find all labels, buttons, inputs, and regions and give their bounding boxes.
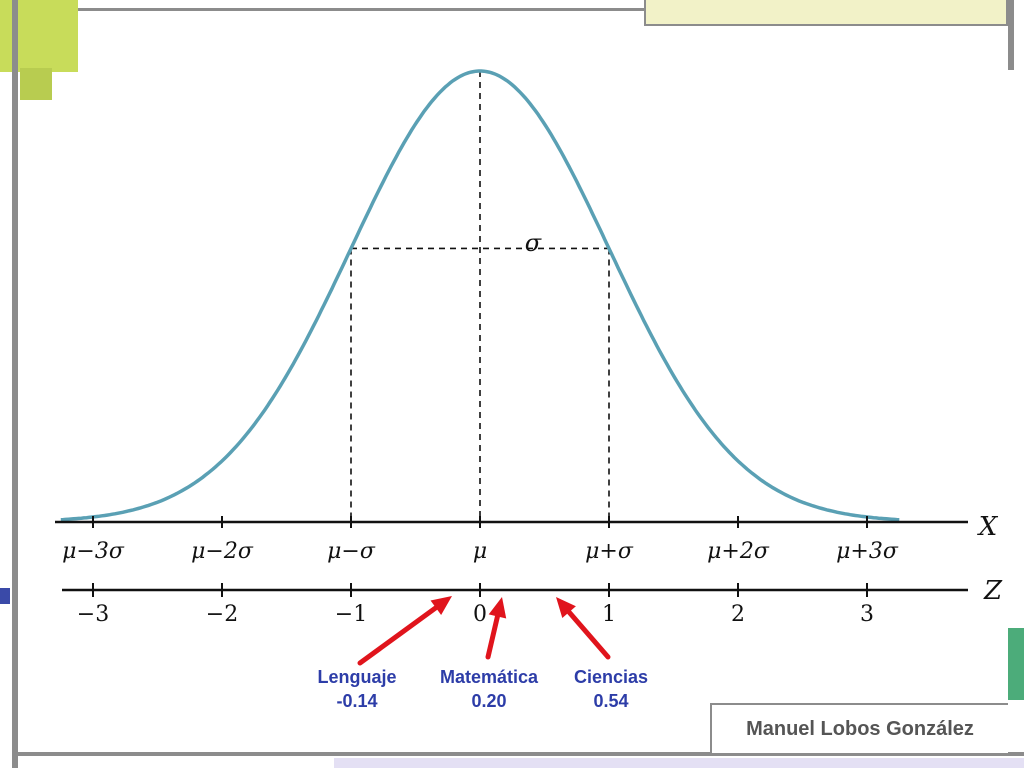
- x-tick-labels: μ−3σ μ−2σ μ−σ μ μ+σ μ+2σ μ+3σ: [62, 539, 899, 564]
- score-arrow: [357, 605, 439, 666]
- frame-bar-bottom: [18, 752, 1024, 756]
- score-arrowhead: [488, 597, 507, 619]
- z-tick-label: −2: [206, 602, 238, 627]
- x-tick-label: μ+3σ: [836, 539, 899, 564]
- z-tick-label: 2: [731, 602, 745, 627]
- score-subject-label: Matemática: [440, 667, 539, 687]
- normal-curve: [60, 69, 900, 522]
- x-tick-label: μ−3σ: [62, 539, 125, 564]
- sigma-guides: [350, 71, 610, 522]
- z-axis-label: Z: [983, 576, 1003, 606]
- score-labels: Lenguaje -0.14 Matemática 0.20 Ciencias 0.54: [317, 667, 648, 711]
- frame-accent-yellow-top-right: [644, 0, 1008, 26]
- author-name: Manuel Lobos González: [746, 717, 974, 740]
- sigma-label: σ: [525, 229, 542, 257]
- score-subject-label: Lenguaje: [317, 667, 396, 687]
- z-tick-label: −1: [335, 602, 367, 627]
- score-value-label: -0.14: [336, 691, 377, 711]
- x-tick-label: μ+σ: [585, 539, 634, 564]
- score-arrow: [485, 613, 500, 660]
- frame-bar-left: [12, 0, 18, 768]
- author-box: Manuel Lobos González: [710, 703, 1008, 753]
- frame-accent-lavender-bottom: [334, 758, 1024, 768]
- score-value-label: 0.20: [471, 691, 506, 711]
- frame-bar-top: [78, 8, 644, 11]
- x-tick-label: μ+2σ: [707, 539, 770, 564]
- z-tick-label: 1: [602, 602, 616, 627]
- z-tick-label: 3: [860, 602, 874, 627]
- x-axis-label: X: [977, 512, 999, 542]
- axes: [55, 520, 968, 592]
- score-arrowhead: [556, 597, 576, 619]
- x-tick-label: μ−2σ: [191, 539, 254, 564]
- frame-accent-green-right: [1008, 628, 1024, 700]
- z-tick-label: −3: [77, 602, 109, 627]
- frame-bar-right: [1008, 0, 1014, 70]
- z-tick-label: 0: [473, 602, 487, 627]
- score-value-label: 0.54: [593, 691, 628, 711]
- x-tick-label: μ−σ: [327, 539, 376, 564]
- score-arrows: [357, 596, 611, 666]
- z-tick-labels: −3 −2 −1 0 1 2 3: [77, 602, 874, 627]
- score-subject-label: Ciencias: [574, 667, 648, 687]
- frame-accent-blue-left: [0, 588, 10, 604]
- x-tick-label: μ: [473, 539, 487, 564]
- score-arrowhead: [430, 596, 452, 616]
- tick-marks: [92, 516, 868, 597]
- frame-accent-green-left: [20, 68, 52, 100]
- score-arrow: [566, 609, 611, 660]
